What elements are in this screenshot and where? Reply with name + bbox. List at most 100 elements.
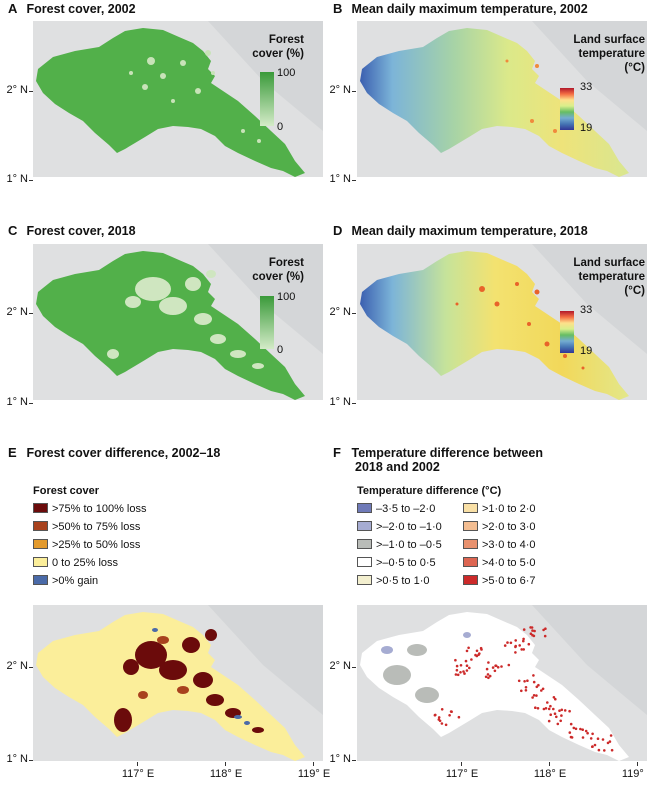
warming-dot (448, 714, 451, 717)
major-loss-patches (114, 629, 264, 733)
panel-d-title: D Mean daily maximum temperature, 2018 (333, 223, 588, 238)
warming-dot (456, 673, 460, 677)
warming-dot (522, 648, 525, 651)
warming-dot (540, 689, 543, 692)
warming-dot (500, 665, 503, 668)
legend-label: >50% to 75% loss (52, 521, 141, 533)
warming-dot (549, 704, 552, 708)
warming-dot (455, 664, 459, 668)
warming-dot (509, 641, 513, 645)
warming-dot (560, 714, 563, 717)
legend-swatch (463, 503, 478, 513)
warming-dot (556, 722, 560, 726)
warming-dot (494, 664, 498, 668)
cooling-patches (381, 632, 471, 654)
sea-area (532, 21, 647, 131)
legend-item: >1·0 to 2·0 (463, 502, 536, 516)
lon-label-118e: 118° E (206, 762, 246, 780)
warming-dot (465, 669, 469, 672)
panel-f-title: F Temperature difference between (333, 445, 543, 460)
warming-dot (532, 680, 536, 684)
panel-b-title: B Mean daily maximum temperature, 2002 (333, 1, 588, 16)
warming-dot (531, 696, 534, 699)
warming-dot (468, 666, 471, 670)
warming-dot (463, 672, 466, 675)
lat-label-2n: 2° N (323, 84, 356, 96)
forest-colorbar-min: 0 (277, 121, 284, 133)
warming-dot (524, 689, 528, 692)
sea-area (532, 605, 647, 715)
warming-dot (574, 727, 578, 731)
warming-dot (581, 736, 585, 739)
legend-swatch (463, 539, 478, 549)
legend-item: >50% to 75% loss (33, 520, 140, 534)
warming-dot (559, 719, 562, 723)
slight-cooling-patches (383, 644, 439, 703)
warming-dot (603, 749, 606, 752)
warming-dot (543, 634, 547, 638)
lat-label-2n: 2° N (0, 306, 33, 318)
warming-dot (591, 745, 594, 748)
temp-2002-svg (360, 21, 647, 177)
warming-dot (581, 728, 584, 731)
warming-dot (507, 663, 511, 667)
forest-colorbar-title: Forest cover (%) (252, 34, 304, 60)
forest-diff-svg (36, 605, 323, 761)
warming-dot (522, 628, 526, 631)
warming-dot (532, 674, 535, 677)
warming-dot (568, 731, 572, 734)
warming-dot (553, 712, 557, 715)
warming-dot (552, 707, 555, 711)
legend-swatch (357, 575, 372, 585)
forest-colorbar-max: 100 (277, 67, 296, 79)
lat-label-1n: 1° N (0, 173, 33, 185)
warming-dot (474, 653, 477, 657)
temp-colorbar-min: 19 (580, 345, 593, 357)
warming-dot (514, 639, 517, 642)
warming-dot (547, 719, 551, 723)
lat-label-2n: 2° N (0, 84, 33, 96)
warming-dot (454, 673, 458, 676)
legend-label: >2·0 to 3·0 (482, 521, 536, 533)
legend-item: >75% to 100% loss (33, 502, 146, 516)
temp-diff-svg (360, 605, 647, 761)
warming-dot (491, 666, 495, 669)
lat-label-1n: 1° N (323, 396, 356, 408)
warming-dot (552, 696, 556, 699)
warming-dot (554, 697, 557, 701)
temp-colorbar (560, 311, 574, 353)
warming-dot (568, 709, 571, 713)
legend-label: >4·0 to 5·0 (482, 557, 536, 569)
lon-label-119e: 119° E (618, 762, 647, 780)
legend-item: >25% to 50% loss (33, 538, 140, 552)
warming-dot (606, 741, 610, 745)
warming-dot (517, 679, 521, 683)
legend-swatch (463, 557, 478, 567)
legend-swatch (33, 557, 48, 567)
warming-dot (465, 649, 469, 653)
panel-f-title-line2: 2018 and 2002 (355, 460, 440, 474)
lon-label-117e: 117° E (442, 762, 482, 780)
legend-swatch (357, 521, 372, 531)
warming-dot (493, 669, 497, 673)
temp-colorbar (560, 88, 574, 130)
legend-label: >–2·0 to –1·0 (376, 521, 442, 533)
panel-e-title: E Forest cover difference, 2002–18 (8, 445, 221, 460)
island-shape (36, 612, 305, 761)
legend-item: >–1·0 to –0·5 (357, 538, 442, 552)
lat-label-1n: 1° N (323, 753, 356, 765)
temp-colorbar-max: 33 (580, 304, 593, 316)
island-shape (36, 28, 305, 177)
legend-label: >0·5 to 1·0 (376, 575, 430, 587)
warming-dot (541, 687, 545, 691)
warming-dot (486, 673, 490, 676)
warming-dot (591, 732, 594, 736)
legend-swatch (33, 503, 48, 513)
warming-spots (433, 626, 614, 752)
sea-area (532, 244, 647, 354)
warming-dot (522, 637, 525, 641)
legend-label: >75% to 100% loss (52, 503, 147, 515)
warming-dot (462, 670, 465, 673)
lat-label-1n: 1° N (323, 173, 356, 185)
warming-dot (467, 646, 470, 650)
